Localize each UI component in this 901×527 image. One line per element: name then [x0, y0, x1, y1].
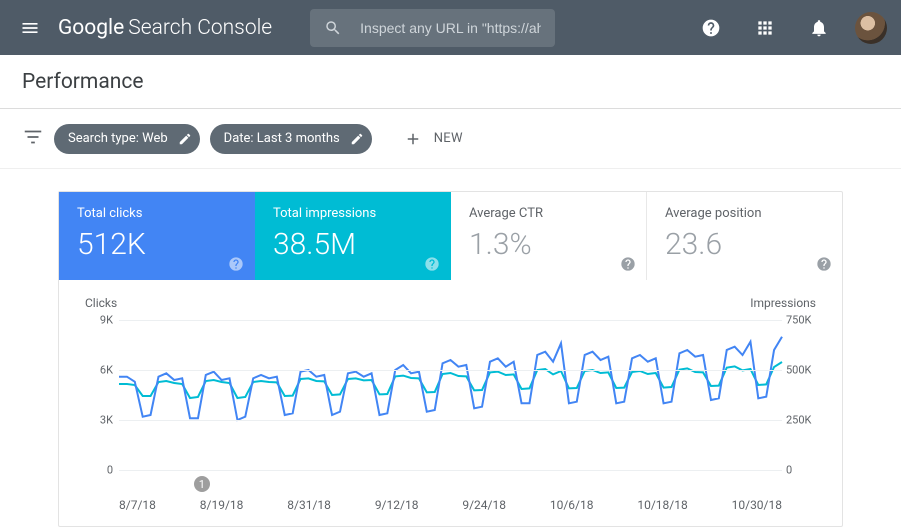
y-tick-right: 250K: [786, 414, 822, 427]
metric-label: Average CTR: [469, 206, 628, 221]
metric-label: Average position: [665, 206, 824, 221]
help-button[interactable]: [693, 10, 729, 46]
y-tick-right: 750K: [786, 314, 822, 327]
metric-tiles: Total clicks 512K Total impressions 38.5…: [59, 192, 842, 280]
search-icon: [324, 19, 342, 37]
top-icons: [693, 10, 887, 46]
right-axis-title: Impressions: [750, 296, 816, 310]
x-tick-label: 8/7/18: [119, 498, 156, 512]
add-filter-button[interactable]: NEW: [394, 124, 473, 154]
metric-label: Total impressions: [273, 206, 432, 221]
notifications-button[interactable]: [801, 10, 837, 46]
help-icon: [228, 256, 244, 272]
x-tick-label: 8/31/18: [287, 498, 331, 512]
url-inspect-searchbox[interactable]: [310, 9, 555, 47]
product-name: Search Console: [128, 16, 272, 40]
x-tick-label: 8/19/18: [200, 498, 244, 512]
plus-icon: [404, 130, 422, 148]
pencil-icon: [350, 132, 364, 146]
chart-lines: [119, 320, 782, 470]
y-tick-left: 9K: [87, 314, 113, 327]
metric-help[interactable]: [620, 256, 636, 272]
filter-icon[interactable]: [22, 126, 44, 152]
content-area: Total clicks 512K Total impressions 38.5…: [0, 169, 901, 527]
impressions-line: [119, 362, 782, 398]
performance-card: Total clicks 512K Total impressions 38.5…: [58, 191, 843, 527]
metric-label: Total clicks: [77, 206, 236, 221]
apps-button[interactable]: [747, 10, 783, 46]
page-title: Performance: [22, 70, 143, 94]
account-avatar[interactable]: [855, 12, 887, 44]
date-range-chip-label: Date: Last 3 months: [224, 131, 340, 146]
metric-help[interactable]: [424, 256, 440, 272]
metric-value: 23.6: [665, 227, 824, 262]
clicks-line: [119, 337, 782, 420]
product-logo[interactable]: Google Search Console: [58, 16, 272, 40]
menu-icon: [20, 18, 40, 38]
search-type-chip[interactable]: Search type: Web: [54, 124, 200, 154]
hamburger-menu-button[interactable]: [10, 8, 50, 48]
metric-total-impressions[interactable]: Total impressions 38.5M: [255, 192, 451, 280]
metric-value: 38.5M: [273, 227, 432, 262]
performance-chart: Clicks Impressions 9K750K6K500K3K250K001…: [59, 280, 842, 526]
chart-annotation[interactable]: 1: [194, 476, 210, 492]
page-title-row: Performance: [0, 55, 901, 109]
url-input[interactable]: [360, 20, 541, 36]
search-type-chip-label: Search type: Web: [68, 131, 168, 146]
top-bar: Google Search Console: [0, 0, 901, 55]
chart-area[interactable]: 9K750K6K500K3K250K001: [119, 320, 782, 470]
left-axis-title: Clicks: [85, 296, 117, 310]
metric-help[interactable]: [228, 256, 244, 272]
x-axis: 8/7/18 8/19/18 8/31/18 9/12/18 9/24/18 10/6/1…: [119, 498, 782, 512]
metric-average-position[interactable]: Average position 23.6: [647, 192, 842, 280]
x-tick-label: 10/18/18: [637, 498, 687, 512]
add-filter-label: NEW: [434, 131, 463, 146]
date-range-chip[interactable]: Date: Last 3 months: [210, 124, 372, 154]
x-tick-label: 10/6/18: [550, 498, 594, 512]
y-tick-left: 0: [87, 464, 113, 477]
x-tick-label: 9/24/18: [462, 498, 506, 512]
y-tick-left: 3K: [87, 414, 113, 427]
brand-word: Google: [58, 16, 124, 40]
metric-value: 512K: [77, 227, 236, 262]
metric-total-clicks[interactable]: Total clicks 512K: [59, 192, 255, 280]
help-icon: [424, 256, 440, 272]
metric-help[interactable]: [816, 256, 832, 272]
apps-icon: [755, 18, 775, 38]
bell-icon: [809, 18, 829, 38]
help-icon: [816, 256, 832, 272]
help-icon: [620, 256, 636, 272]
y-tick-right: 500K: [786, 364, 822, 377]
y-tick-left: 6K: [87, 364, 113, 377]
y-tick-right: 0: [786, 464, 822, 477]
filter-bar: Search type: Web Date: Last 3 months NEW: [0, 109, 901, 169]
pencil-icon: [178, 132, 192, 146]
x-tick-label: 9/12/18: [375, 498, 419, 512]
metric-average-ctr[interactable]: Average CTR 1.3%: [451, 192, 647, 280]
help-icon: [701, 18, 721, 38]
x-tick-label: 10/30/18: [732, 498, 782, 512]
metric-value: 1.3%: [469, 227, 628, 262]
